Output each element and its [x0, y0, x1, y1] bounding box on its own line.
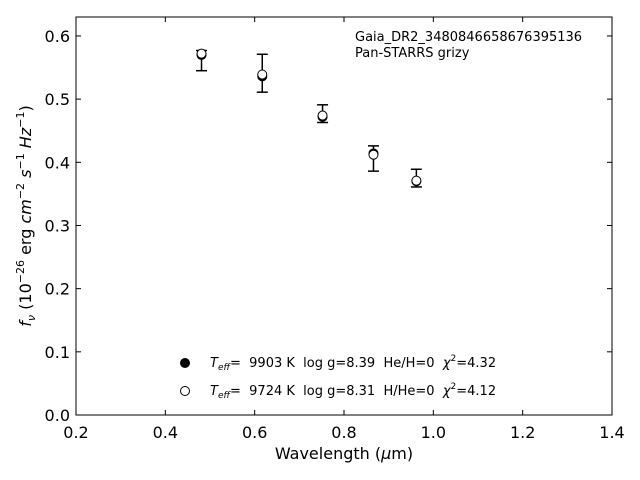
y-tick-label: 0.5 [45, 90, 70, 109]
y-tick-label: 0.4 [45, 153, 70, 172]
x-tick-label: 1.2 [510, 423, 535, 442]
data-point-open [411, 175, 422, 186]
y-tick-label: 0.1 [45, 343, 70, 362]
annotation-line-2: Pan-STARRS grizy [355, 46, 470, 61]
data-point-open [317, 110, 328, 121]
data-point-open [368, 149, 379, 160]
x-tick-label: 0.6 [242, 423, 267, 442]
x-axis-label: Wavelength (μm) [275, 444, 413, 463]
y-tick-label: 0.2 [45, 280, 70, 299]
plot-area [75, 16, 613, 416]
legend: Teff= 9903 K log g=8.39 He/H=0 χ2=4.32 T… [180, 354, 496, 401]
y-axis-label: fν (10−26 erg cm−2 s−1 Hz−1) [14, 105, 38, 326]
x-tick-label: 0.2 [63, 423, 88, 442]
y-tick-label: 0.6 [45, 27, 70, 46]
y-tick-label: 0.3 [45, 216, 70, 235]
legend-marker-filled [180, 358, 190, 368]
data-markers [196, 48, 422, 187]
x-tick-label: 1.0 [421, 423, 446, 442]
y-axis: 0.0 0.1 0.2 0.3 0.4 0.5 0.6 [45, 27, 612, 425]
x-tick-label: 0.8 [331, 423, 356, 442]
legend-marker-open [180, 386, 190, 396]
legend-label-2: Teff= 9724 K log g=8.31 H/He=0 χ2=4.12 [210, 382, 496, 401]
x-axis: 0.2 0.4 0.6 0.8 1.0 1.2 1.4 [63, 17, 625, 442]
data-point-open [196, 48, 207, 59]
x-tick-label: 1.4 [599, 423, 624, 442]
annotation-line-1: Gaia_DR2_3480846658676395136 [355, 30, 582, 45]
legend-label-1: Teff= 9903 K log g=8.39 He/H=0 χ2=4.32 [210, 354, 496, 373]
x-tick-label: 0.4 [153, 423, 178, 442]
y-tick-label: 0.0 [45, 406, 70, 425]
data-point-open [257, 69, 268, 80]
